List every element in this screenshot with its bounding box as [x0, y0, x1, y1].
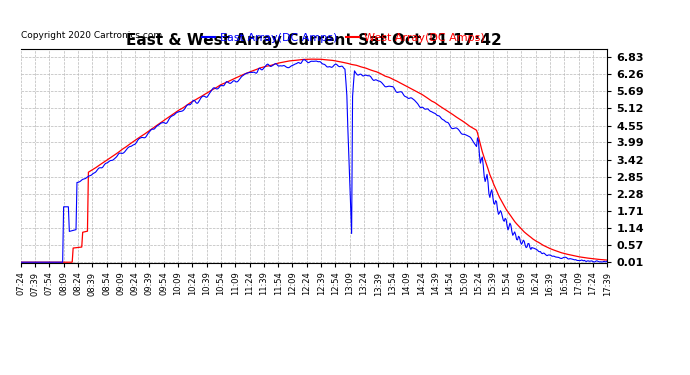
- Text: Copyright 2020 Cartronics.com: Copyright 2020 Cartronics.com: [21, 31, 162, 40]
- Legend: East Array(DC Amps), West Array(DC Amps): East Array(DC Amps), West Array(DC Amps): [197, 28, 489, 48]
- Title: East & West Array Current Sat Oct 31 17:42: East & West Array Current Sat Oct 31 17:…: [126, 33, 502, 48]
